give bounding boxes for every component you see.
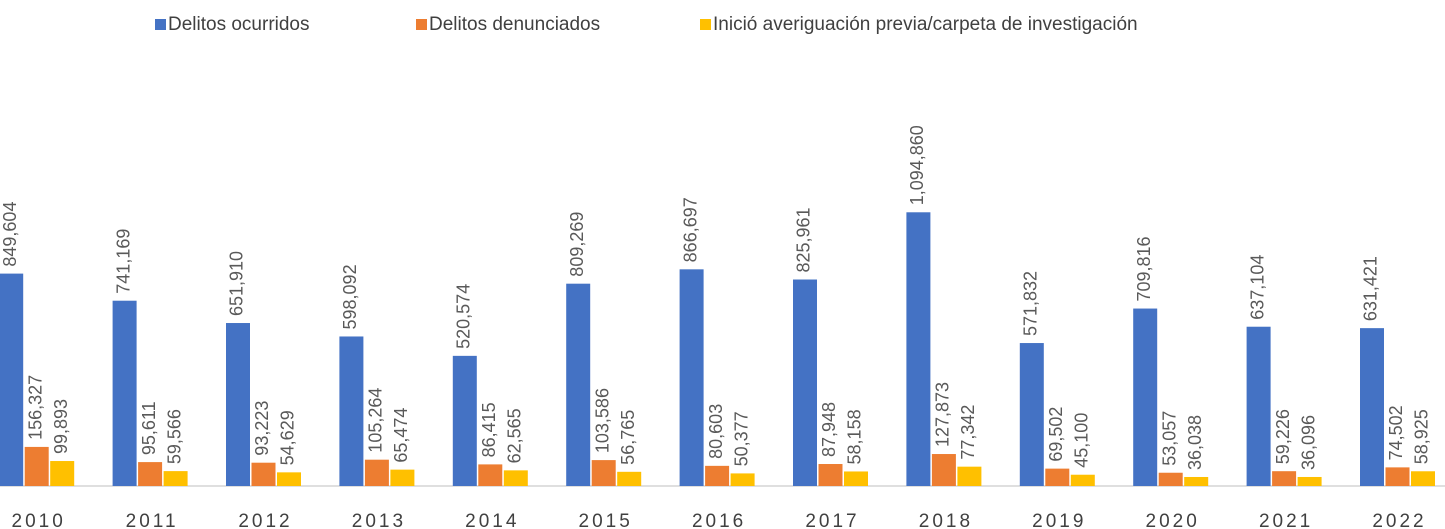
bar <box>1158 472 1183 486</box>
data-label: 59,566 <box>164 409 184 464</box>
bar <box>1385 467 1410 486</box>
bar <box>0 273 24 486</box>
data-label: 58,925 <box>1412 409 1432 464</box>
bar <box>906 212 931 486</box>
data-label: 105,264 <box>366 388 386 453</box>
x-tick-label: 2020 <box>1146 511 1200 529</box>
data-label: 86,415 <box>479 402 499 457</box>
data-label: 571,832 <box>1021 271 1041 336</box>
data-label: 866,697 <box>680 197 700 262</box>
legend-swatch <box>416 19 427 30</box>
bar <box>1246 326 1271 486</box>
x-tick-label: 2017 <box>805 511 859 529</box>
data-label: 54,629 <box>278 410 298 465</box>
data-label: 45,100 <box>1072 413 1092 468</box>
bar <box>566 283 591 486</box>
bar <box>1360 328 1384 486</box>
data-label: 637,104 <box>1247 255 1267 320</box>
bar <box>251 462 276 486</box>
data-label: 631,421 <box>1361 256 1381 321</box>
data-label: 520,574 <box>454 284 474 349</box>
bar <box>931 454 956 486</box>
data-label: 598,092 <box>340 264 360 329</box>
data-label: 825,961 <box>794 207 814 272</box>
data-label: 53,057 <box>1159 411 1179 466</box>
data-label: 77,342 <box>958 405 978 460</box>
bar <box>617 471 642 486</box>
data-label: 99,893 <box>51 399 71 454</box>
bar <box>1184 476 1209 486</box>
bar <box>226 323 250 486</box>
bar <box>730 473 755 486</box>
x-tick-label: 2015 <box>579 511 633 529</box>
x-tick-label: 2013 <box>352 511 406 529</box>
legend-swatch <box>155 19 166 30</box>
data-label: 709,816 <box>1134 236 1154 301</box>
bar <box>1272 471 1297 486</box>
bar <box>24 446 49 486</box>
data-label: 103,586 <box>592 388 612 453</box>
x-tick-label: 2014 <box>465 511 519 529</box>
data-label: 50,377 <box>731 411 751 466</box>
x-tick-label: 2018 <box>919 511 973 529</box>
x-tick-label: 2011 <box>126 511 179 529</box>
data-label: 87,948 <box>819 402 839 457</box>
x-tick-label: 2019 <box>1032 511 1086 529</box>
data-label: 1,094,860 <box>907 125 927 205</box>
bar <box>478 464 503 486</box>
x-tick-label: 2021 <box>1259 511 1313 529</box>
bar <box>50 461 75 486</box>
bar <box>679 269 704 486</box>
bar <box>452 355 477 486</box>
bar <box>390 469 415 486</box>
bar <box>1411 471 1435 486</box>
bar <box>1070 474 1095 486</box>
x-tick-label: 2016 <box>692 511 746 529</box>
data-label: 156,327 <box>25 375 45 440</box>
x-tick-label: 2010 <box>12 511 66 529</box>
legend-label: Delitos denunciados <box>429 14 600 35</box>
data-label: 56,765 <box>618 410 638 465</box>
data-label: 849,604 <box>0 202 20 267</box>
data-label: 65,474 <box>391 408 411 463</box>
data-label: 58,158 <box>845 409 865 464</box>
bar <box>793 279 817 486</box>
legend-label: Inició averiguación previa/carpeta de in… <box>713 14 1138 35</box>
data-label: 741,169 <box>113 229 133 294</box>
bar <box>1297 476 1322 486</box>
bar <box>339 336 364 486</box>
bar <box>844 471 868 486</box>
bar <box>957 466 982 486</box>
data-label: 36,096 <box>1298 415 1318 470</box>
data-label: 93,223 <box>252 401 272 456</box>
data-label: 59,226 <box>1273 409 1293 464</box>
bar <box>591 460 616 486</box>
legend-swatch <box>700 19 711 30</box>
bar <box>364 459 389 486</box>
data-label: 36,038 <box>1185 415 1205 470</box>
x-tick-label: 2022 <box>1372 511 1426 529</box>
data-label: 74,502 <box>1386 405 1406 460</box>
bar <box>163 471 188 486</box>
bar <box>1045 468 1070 486</box>
data-label: 69,502 <box>1046 407 1066 462</box>
data-label: 62,565 <box>505 408 525 463</box>
bar <box>818 464 843 486</box>
bar <box>112 300 137 486</box>
data-label: 80,603 <box>706 404 726 459</box>
data-label: 95,611 <box>139 401 159 455</box>
bar <box>1019 343 1044 486</box>
data-label: 127,873 <box>933 382 953 447</box>
bar <box>277 472 301 486</box>
x-tick-label: 2012 <box>238 511 292 529</box>
bar <box>705 465 730 486</box>
bar <box>1133 308 1158 486</box>
bar <box>503 470 528 486</box>
data-label: 651,910 <box>227 251 247 316</box>
data-label: 809,269 <box>567 212 587 277</box>
legend-label: Delitos ocurridos <box>168 14 310 35</box>
bar <box>138 462 163 486</box>
